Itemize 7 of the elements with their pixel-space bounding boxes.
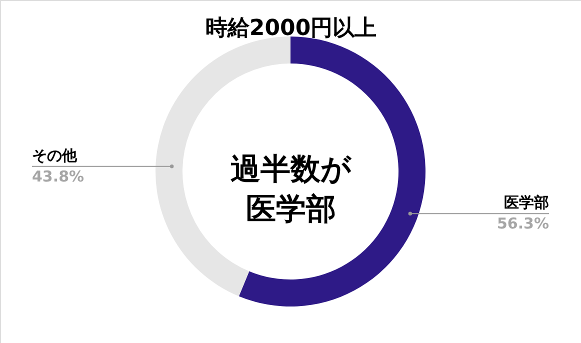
text: 医学部 xyxy=(246,192,336,227)
chart-title: 時給2000円以上 xyxy=(205,16,377,41)
data-label: 56.3% xyxy=(496,214,549,233)
slice-label: 医学部 xyxy=(504,194,549,212)
data-label: 43.8% xyxy=(32,167,84,186)
slice-label: その他 xyxy=(32,146,78,164)
text: 過半数が xyxy=(230,152,352,187)
